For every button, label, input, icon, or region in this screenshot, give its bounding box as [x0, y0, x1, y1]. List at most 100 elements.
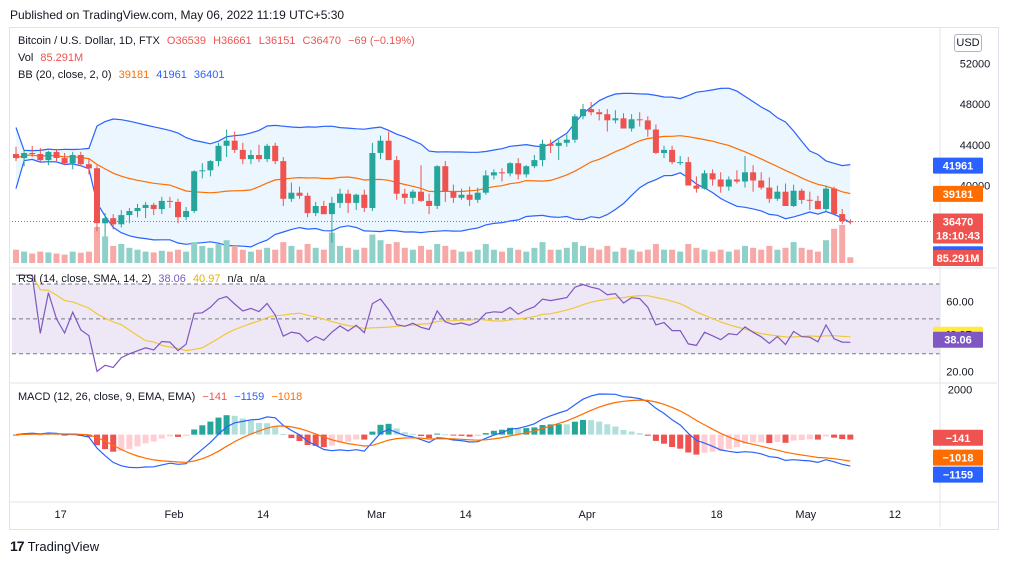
volume-bar — [328, 232, 335, 263]
candle-body — [215, 145, 222, 162]
macd-histogram-bar — [247, 420, 254, 435]
candle-body — [264, 145, 271, 159]
macd-histogram-bar — [790, 434, 797, 441]
volume-bar — [150, 252, 157, 263]
rsi-sma-line — [16, 274, 851, 352]
candles-layer — [12, 102, 940, 243]
volume-bar — [264, 247, 271, 263]
macd-histogram-bar — [191, 429, 198, 435]
bb-basis-price-tag: 39181 — [943, 189, 974, 201]
candle-body — [199, 170, 206, 172]
volume-bar — [312, 247, 319, 263]
macd-histogram-bar — [515, 428, 522, 435]
candle-body — [782, 191, 789, 206]
candle-body — [539, 143, 546, 161]
macd-histogram-bar — [304, 434, 311, 445]
macd-value: −1159 — [234, 391, 265, 403]
candle-body — [377, 140, 384, 153]
rsi-tick-label: 60.00 — [946, 296, 974, 308]
volume-bar — [490, 249, 497, 263]
candle-body — [426, 200, 433, 206]
candle-body — [725, 179, 732, 187]
candle-body — [239, 149, 246, 160]
candle-body — [612, 118, 619, 121]
macd-histogram-bar — [539, 425, 546, 435]
countdown-tag: 18:10:43 — [936, 231, 980, 243]
macd-histogram-bar — [361, 434, 368, 440]
volume-bar — [474, 249, 481, 263]
time-tick-label: 14 — [459, 509, 471, 521]
candle-body — [742, 172, 748, 182]
candle-body — [434, 166, 441, 206]
candle-body — [320, 206, 327, 215]
candle-body — [102, 218, 109, 224]
volume-bar — [320, 249, 327, 263]
volume-bar — [166, 251, 173, 263]
candle-body — [442, 166, 449, 192]
candle-body — [183, 211, 190, 218]
candle-body — [482, 175, 489, 193]
macd-histogram-bar — [353, 434, 360, 440]
time-tick-label: 17 — [54, 509, 66, 521]
macd-histogram-bar — [118, 434, 125, 451]
tradingview-brand[interactable]: 17 TradingView — [10, 538, 99, 554]
candle-body — [450, 191, 457, 198]
macd-histogram-bar — [37, 434, 44, 436]
time-tick-label: May — [795, 509, 816, 521]
volume-bar — [45, 252, 52, 263]
macd-histogram-bar — [563, 424, 570, 435]
macd-signal-tag: −1018 — [943, 453, 974, 465]
candle-body — [345, 193, 352, 203]
candle-body — [418, 191, 424, 201]
volume-value: 85.291M — [40, 52, 84, 64]
candle-body — [118, 215, 125, 225]
candle-body — [571, 116, 578, 140]
volume-bar — [77, 252, 84, 263]
volume-bar — [110, 245, 117, 263]
bollinger-bands-layer — [15, 87, 851, 248]
candle-body — [839, 214, 846, 222]
macd-histogram-bar — [434, 433, 441, 435]
volume-bar — [709, 251, 716, 263]
candle-body — [207, 161, 214, 171]
volume-bar — [693, 247, 700, 263]
volume-bar — [612, 251, 619, 263]
macd-histogram-bar — [183, 434, 190, 436]
volume-bar — [450, 249, 457, 263]
candle-body — [21, 153, 28, 159]
rsi-legend: RSI (14, close, SMA, 14, 2) 38.06 40.97 … — [18, 273, 269, 285]
volume-bar — [774, 249, 781, 263]
macd-histogram-bar — [490, 430, 497, 435]
ohlc-high: H36661 — [213, 35, 252, 47]
volume-bar — [766, 245, 773, 263]
volume-bar — [94, 226, 100, 263]
candle-body — [256, 155, 262, 160]
macd-histogram-bar — [547, 424, 554, 435]
macd-histogram-bar — [750, 434, 757, 443]
volume-legend: Vol 85.291M — [18, 52, 87, 64]
macd-histogram-bar — [466, 434, 473, 437]
macd-histogram-bar — [742, 434, 748, 444]
candle-body — [191, 171, 198, 211]
candle-body — [110, 218, 117, 225]
candle-body — [458, 194, 465, 198]
volume-bar — [102, 236, 109, 263]
volume-bar — [231, 245, 238, 263]
countdown-tag-bg — [933, 227, 983, 244]
candle-body — [69, 155, 76, 164]
price-labels-layer: 41961391813647018:10:433640185.291M40.97… — [933, 157, 983, 483]
candle-body — [231, 140, 238, 150]
candle-body — [53, 151, 60, 158]
candle-body — [393, 160, 400, 194]
macd-histogram-bar — [280, 434, 287, 435]
price-tick-label: 52000 — [960, 58, 991, 70]
currency-button[interactable]: USD — [954, 34, 982, 52]
candle-body — [669, 149, 676, 163]
candle-body — [580, 109, 586, 117]
volume-bar — [571, 242, 578, 263]
chart-frame[interactable] — [9, 27, 999, 530]
macd-histogram-bar — [345, 434, 352, 442]
volume-bar — [604, 245, 611, 263]
volume-bar — [207, 247, 214, 263]
